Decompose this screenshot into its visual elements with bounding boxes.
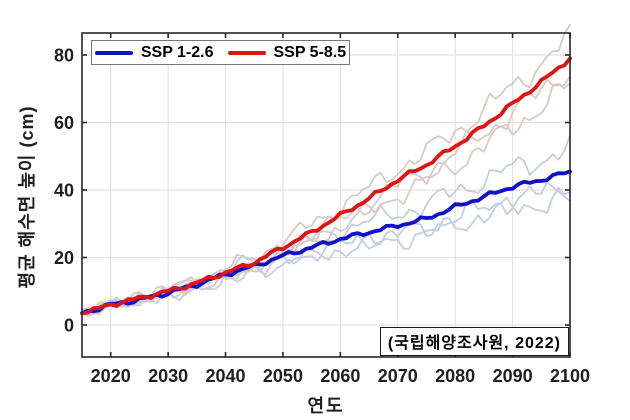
x-tick-label: 2060 [320, 366, 360, 386]
y-axis-label: 평균 해수면 높이 (cm) [17, 105, 37, 289]
legend-label-ssp126: SSP 1-2.6 [140, 43, 214, 61]
x-tick-label: 2030 [148, 366, 188, 386]
source-annotation: (국립해양조사원, 2022) [379, 327, 569, 356]
axes-frame [81, 32, 571, 358]
x-axis-label: 연도 [307, 396, 345, 416]
x-tick-label: 2040 [206, 366, 246, 386]
x-tick-label: 2100 [550, 366, 590, 386]
y-tick-label: 40 [54, 181, 74, 201]
x-tick-label: 2070 [378, 366, 418, 386]
x-tick-label: 2050 [263, 366, 303, 386]
y-tick-label: 60 [54, 113, 74, 133]
legend-entry-ssp585: SSP 5-8.5 [227, 43, 347, 62]
mean-lines [80, 56, 572, 316]
y-tick-label: 80 [54, 46, 74, 66]
legend-line-sample-red [227, 50, 266, 55]
ensemble-line-ssp1-2.6 [81, 134, 571, 317]
y-tick-label: 0 [64, 316, 74, 336]
chart-legend: SSP 1-2.6 SSP 5-8.5 [91, 40, 350, 65]
plot-border [81, 32, 571, 358]
ensemble-line-ssp5-8.5 [81, 23, 571, 317]
x-tick-label: 2090 [493, 366, 533, 386]
series-line-ssp5-8.5 [80, 56, 572, 316]
x-tick-label: 2020 [91, 366, 131, 386]
ensemble-line-ssp5-8.5 [81, 75, 571, 315]
tick-labels: 2020 2030 2040 2050 2060 2070 2080 2090 21000204… [54, 46, 590, 387]
legend-line-sample-blue [94, 50, 133, 55]
ensemble-lines [81, 23, 571, 317]
gridlines [82, 33, 571, 357]
x-tick-label: 2080 [435, 366, 475, 386]
series-line-ssp1-2.6 [80, 169, 572, 316]
y-tick-label: 20 [54, 248, 74, 268]
legend-label-ssp585: SSP 5-8.5 [273, 43, 347, 61]
legend-entry-ssp126: SSP 1-2.6 [94, 43, 214, 62]
